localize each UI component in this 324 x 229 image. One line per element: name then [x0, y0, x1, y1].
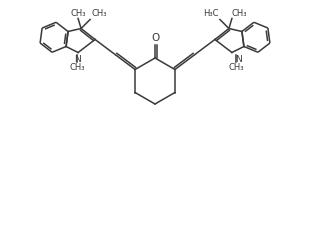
Text: CH₃: CH₃: [91, 9, 107, 19]
Text: N: N: [235, 55, 242, 63]
Text: CH₃: CH₃: [69, 63, 85, 71]
Text: CH₃: CH₃: [70, 8, 86, 17]
Text: CH₃: CH₃: [228, 63, 244, 71]
Text: N: N: [74, 55, 80, 65]
Text: O: O: [151, 33, 159, 43]
Text: CH₃: CH₃: [232, 8, 248, 17]
Text: H₃C: H₃C: [203, 9, 219, 19]
